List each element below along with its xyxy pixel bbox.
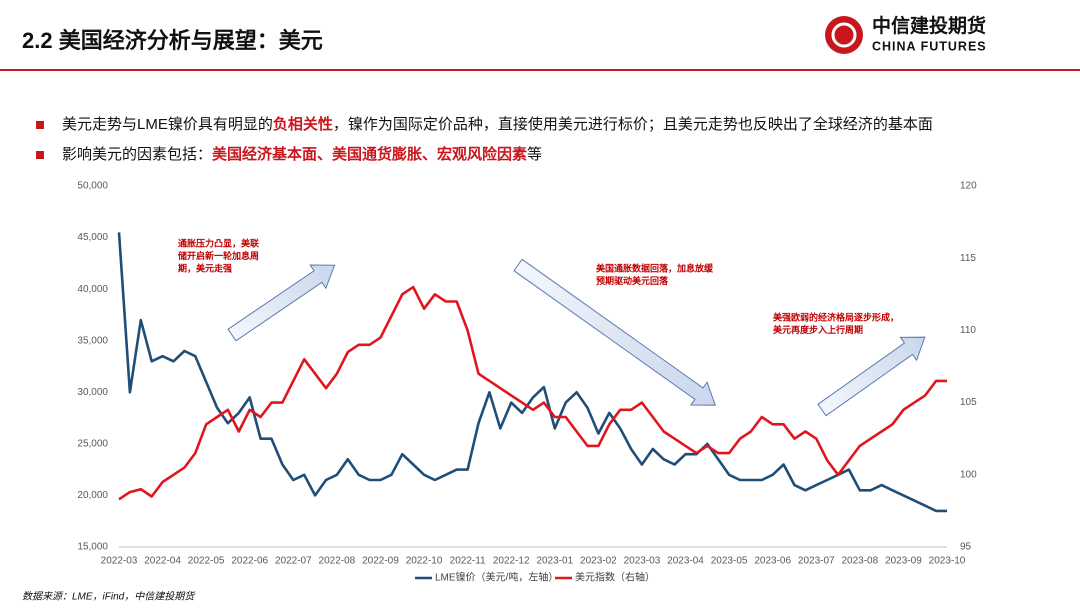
y2-tick-label: 110 [960,325,976,336]
y2-tick-label: 105 [960,397,977,408]
x-tick-label: 2022-11 [450,556,486,567]
arrow [227,264,336,342]
arrow [513,258,716,406]
x-tick-label: 2023-09 [885,556,922,567]
bullet-marker [36,151,44,159]
x-tick-label: 2023-03 [624,556,661,567]
arrows [227,258,926,417]
legend-label: 美元指数（右轴） [575,571,655,584]
bullet-segment: 美国经济基本面、美国通货膨胀、宏观风险因素 [212,145,527,163]
x-tick-label: 2022-12 [493,556,530,567]
annotation: 美强欧弱的经济格局逐步形成， [773,311,899,322]
x-tick-label: 2022-09 [362,556,399,567]
series-line [118,285,947,501]
bullet-marker [36,121,44,129]
y-tick-label: 30,000 [77,387,108,398]
header-rule [0,69,1080,71]
bullet-segment: 美元走势与LME镍价具有明显的 [62,115,273,133]
x-tick-label: 2023-01 [536,556,573,567]
logo: 中信建投期货 CHINA FUTURES [825,14,987,54]
y-tick-label: 40,000 [77,284,108,295]
x-tick-label: 2022-07 [275,556,312,567]
legend-label: LME镍价（美元/吨，左轴） [435,571,558,584]
annotation: 预期驱动美元回落 [596,275,669,286]
x-tick-label: 2023-02 [580,556,617,567]
x-tick-label: 2023-08 [841,556,878,567]
bullet-segment: 影响美元的因素包括： [62,146,212,163]
y-tick-label: 50,000 [77,181,108,192]
x-tick-label: 2022-05 [188,556,225,567]
logo-mark [825,16,863,54]
bullet-segment: 等 [527,145,542,163]
annotation: 通胀压力凸显，美联 [178,237,260,248]
x-tick-label: 2023-07 [798,556,835,567]
logo-en: CHINA FUTURES [872,39,987,53]
x-tick-label: 2022-10 [406,556,443,567]
annotation: 储开启新一轮加息周 [178,250,259,261]
bullet-segment: 负相关性 [273,115,333,133]
y-tick-label: 35,000 [77,335,108,346]
logo-mark-inner [831,22,857,48]
bullet-text: 美元走势与LME镍价具有明显的负相关性，镍作为国际定价品种，直接使用美元进行标价… [62,115,933,133]
x-tick-label: 2023-06 [754,556,791,567]
annotation: 美国通胀数据回落，加息放缓 [596,262,714,273]
y-tick-label: 15,000 [77,542,108,553]
x-tick-label: 2023-10 [929,556,966,567]
bullet-segment: ，镍作为国际定价品种，直接使用美元进行标价；且美元走势也反映出了全球经济的基本面 [333,115,933,133]
y-tick-label: 45,000 [77,232,108,243]
y-tick-label: 20,000 [77,490,108,501]
y2-tick-label: 115 [960,253,976,264]
source: 数据来源：LME，iFind，中信建投期货 [22,591,196,603]
x-tick-label: 2023-04 [667,556,704,567]
x-tick-label: 2022-08 [319,556,356,567]
y2-tick-label: 95 [960,542,972,553]
annotation: 美元再度步入上行周期 [773,324,863,335]
y-tick-label: 25,000 [77,438,108,449]
x-tick-label: 2022-04 [144,556,181,567]
x-tick-label: 2022-06 [231,556,268,567]
bullet-text: 影响美元的因素包括：美国经济基本面、美国通货膨胀、宏观风险因素等 [62,145,542,163]
y2-tick-label: 120 [960,181,977,192]
y2-tick-label: 100 [960,469,977,480]
x-tick-label: 2022-03 [101,556,138,567]
series-line [117,232,947,513]
arrow [817,336,926,417]
slide-title: 2.2 美国经济分析与展望：美元 [22,28,323,53]
x-tick-label: 2023-05 [711,556,748,567]
logo-name: 中信建投期货 [872,14,986,37]
annotation: 期，美元走强 [178,262,232,273]
